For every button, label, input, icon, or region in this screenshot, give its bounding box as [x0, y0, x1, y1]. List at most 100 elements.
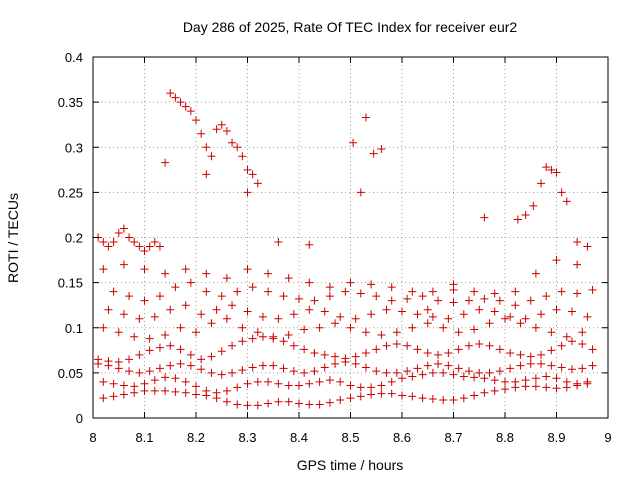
- data-point: [94, 355, 103, 364]
- data-point: [238, 323, 247, 332]
- data-point: [552, 256, 561, 265]
- x-tick-label: 8.9: [547, 430, 565, 445]
- data-point: [367, 390, 376, 399]
- data-point: [161, 386, 170, 395]
- data-point: [140, 386, 149, 395]
- data-point: [444, 314, 453, 323]
- data-point: [274, 379, 283, 388]
- data-point: [104, 305, 113, 314]
- data-point: [454, 364, 463, 373]
- data-point: [398, 307, 406, 316]
- data-point: [243, 307, 252, 316]
- data-point: [542, 383, 551, 392]
- data-point: [490, 307, 499, 316]
- data-point: [243, 379, 252, 388]
- data-point: [495, 296, 504, 305]
- data-point: [310, 349, 319, 358]
- data-point: [511, 377, 520, 386]
- data-point: [428, 312, 437, 321]
- data-point: [526, 296, 535, 305]
- data-point: [181, 102, 190, 111]
- data-point: [537, 350, 546, 359]
- data-point: [238, 337, 247, 346]
- data-points: [94, 89, 597, 410]
- data-point: [207, 368, 216, 377]
- data-point: [135, 242, 144, 251]
- data-point: [238, 152, 247, 161]
- data-point: [145, 242, 154, 251]
- data-point: [521, 210, 530, 219]
- x-tick-label: 8.7: [444, 430, 462, 445]
- y-tick-label: 0.15: [58, 276, 83, 291]
- data-point: [480, 294, 489, 303]
- data-point: [325, 376, 334, 385]
- data-point: [125, 292, 134, 301]
- data-point: [501, 314, 509, 323]
- data-point: [140, 379, 149, 388]
- data-point: [222, 397, 231, 406]
- data-point: [562, 332, 571, 341]
- data-point: [197, 310, 206, 319]
- data-point: [408, 287, 417, 296]
- data-point: [279, 364, 288, 373]
- data-point: [202, 287, 211, 296]
- data-point: [506, 364, 515, 373]
- data-point: [573, 379, 582, 388]
- data-point: [531, 374, 540, 383]
- data-point: [238, 366, 247, 375]
- data-point: [248, 363, 257, 372]
- data-point: [300, 325, 309, 334]
- data-point: [212, 305, 221, 314]
- data-point: [279, 337, 288, 346]
- x-tick-label: 8.1: [135, 430, 153, 445]
- data-point: [315, 323, 324, 332]
- data-point: [258, 332, 267, 341]
- data-point: [480, 213, 489, 222]
- data-point: [583, 377, 592, 386]
- data-point: [320, 307, 329, 316]
- data-point: [145, 367, 154, 376]
- data-point: [485, 368, 494, 377]
- data-point: [284, 397, 293, 406]
- y-tick-label: 0.35: [58, 95, 83, 110]
- data-point: [387, 389, 396, 398]
- data-point: [140, 265, 149, 274]
- data-point: [155, 364, 164, 373]
- data-point: [367, 280, 376, 289]
- data-point: [428, 368, 437, 377]
- data-point: [387, 377, 396, 386]
- data-point: [434, 296, 443, 305]
- data-point: [459, 394, 468, 403]
- data-point: [320, 363, 329, 372]
- data-point: [356, 392, 365, 401]
- y-tick-label: 0.3: [65, 140, 83, 155]
- data-point: [258, 312, 267, 321]
- data-point: [516, 361, 525, 370]
- data-point: [150, 386, 159, 395]
- data-point: [228, 138, 237, 147]
- data-point: [377, 389, 386, 398]
- data-point: [408, 392, 417, 401]
- data-point: [413, 345, 422, 354]
- data-point: [109, 379, 118, 388]
- data-point: [495, 345, 504, 354]
- data-point: [557, 188, 566, 197]
- data-point: [382, 341, 391, 350]
- data-point: [197, 355, 206, 364]
- data-point: [588, 361, 597, 370]
- data-point: [171, 387, 180, 396]
- x-tick-label: 8.8: [496, 430, 514, 445]
- data-point: [192, 116, 200, 125]
- data-point: [135, 350, 144, 359]
- data-point: [217, 347, 226, 356]
- data-point: [356, 188, 365, 197]
- data-point: [562, 197, 571, 206]
- data-point: [567, 365, 576, 374]
- data-point: [562, 377, 571, 386]
- data-point: [439, 368, 448, 377]
- data-point: [557, 363, 566, 372]
- data-point: [130, 238, 139, 247]
- data-point: [202, 170, 211, 179]
- data-point: [475, 368, 484, 377]
- data-point: [155, 292, 164, 301]
